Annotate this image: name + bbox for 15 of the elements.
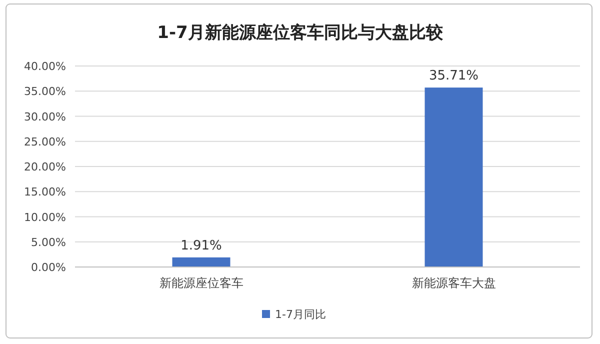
y-tick-label: 25.00% (24, 135, 66, 148)
y-tick-label: 10.00% (24, 210, 66, 224)
x-tick-label: 新能源客车大盘 (412, 276, 496, 290)
legend-label: 1-7月同比 (275, 308, 326, 321)
chart-title: 1-7月新能源座位客车同比与大盘比较 (157, 23, 444, 43)
y-tick-label: 40.00% (24, 60, 66, 73)
y-tick-label: 15.00% (24, 186, 66, 199)
data-label: 35.71% (428, 68, 479, 84)
y-tick-label: 5.00% (31, 236, 66, 249)
x-tick-label: 新能源座位客车 (159, 276, 244, 290)
y-tick-label: 35.00% (24, 85, 66, 98)
data-label: 1.91% (180, 238, 222, 254)
y-tick-label: 20.00% (24, 160, 66, 174)
y-tick-label: 0.00% (31, 261, 66, 274)
y-tick-label: 30.00% (24, 110, 66, 124)
